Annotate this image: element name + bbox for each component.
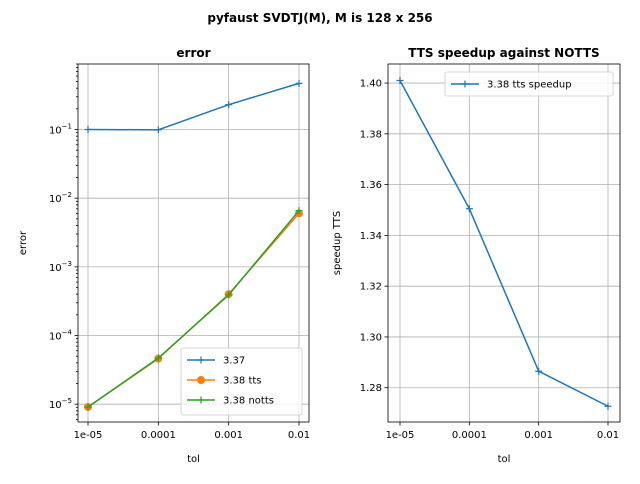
y-tick-label: 1.36 <box>360 180 382 191</box>
y-tick-label: 1.28 <box>360 383 382 394</box>
subplot-2: 1e-05 0.0001 0.001 0.01 1.28 1.30 1.32 1.34 1.36… <box>332 46 621 465</box>
data-point <box>465 205 473 213</box>
x-tick-label: 0.01 <box>597 430 619 441</box>
legend-label: 3.38 tts <box>223 376 262 387</box>
subplot-title: error <box>176 46 210 60</box>
x-tick-label: 0.0001 <box>141 430 176 441</box>
data-point <box>535 367 543 375</box>
data-point <box>396 77 404 85</box>
data-point <box>154 354 162 362</box>
x-tick-label: 0.01 <box>288 430 310 441</box>
x-tick-label: 0.0001 <box>452 430 487 441</box>
y-tick-label: 1.32 <box>360 282 382 293</box>
y-tick-label: 10−4 <box>49 329 73 343</box>
legend-marker <box>461 80 469 88</box>
data-point <box>154 126 162 134</box>
y-axis-label: error <box>18 230 29 255</box>
legend-label: 3.38 notts <box>223 396 274 407</box>
data-point <box>295 79 303 87</box>
axes-frame <box>387 63 621 423</box>
data-point <box>295 207 303 215</box>
legend-label: 3.37 <box>223 356 245 367</box>
y-tick-label: 10−3 <box>49 260 72 274</box>
data-point <box>84 403 92 411</box>
x-axis-label: tol <box>498 454 511 465</box>
x-tick-label: 1e-05 <box>74 430 103 441</box>
y-tick-label: 1.34 <box>360 231 382 242</box>
x-axis-label: tol <box>187 454 200 465</box>
series-line <box>87 210 300 408</box>
subplot-title: TTS speedup against NOTTS <box>408 46 599 60</box>
y-tick-label: 10−2 <box>49 191 72 205</box>
axes-frame <box>77 63 310 423</box>
y-tick-label: 1.40 <box>360 79 382 90</box>
data-point <box>225 291 233 299</box>
y-axis-label: speedup TTS <box>332 211 343 275</box>
legend-marker <box>197 356 205 364</box>
data-point <box>225 101 233 109</box>
legend: 3.37 3.38 tts 3.38 notts <box>180 347 303 416</box>
legend: 3.38 tts speedup <box>444 71 614 97</box>
legend-marker <box>197 376 205 384</box>
x-tick-label: 1e-05 <box>386 430 415 441</box>
x-tick-label: 0.001 <box>524 430 553 441</box>
series-line <box>87 82 300 131</box>
y-tick-label: 1.30 <box>360 332 382 343</box>
legend-label: 3.38 tts speedup <box>487 80 572 91</box>
data-point <box>84 126 92 134</box>
y-tick-label: 10−5 <box>49 397 72 411</box>
y-tick-label: 10−1 <box>49 123 72 137</box>
legend-marker <box>197 396 205 404</box>
y-tick-label: 1.38 <box>360 129 382 140</box>
legend-box <box>444 71 614 97</box>
x-tick-label: 0.001 <box>214 430 243 441</box>
figure-title: pyfaust SVDTJ(M), M is 128 x 256 <box>207 11 432 25</box>
legend-box <box>180 347 303 416</box>
subplot-1: 1e-05 0.0001 0.001 0.01 10−5 10−4 10−3 10−2 10−1… <box>18 46 310 465</box>
series-line <box>399 80 609 407</box>
data-point <box>604 402 612 410</box>
